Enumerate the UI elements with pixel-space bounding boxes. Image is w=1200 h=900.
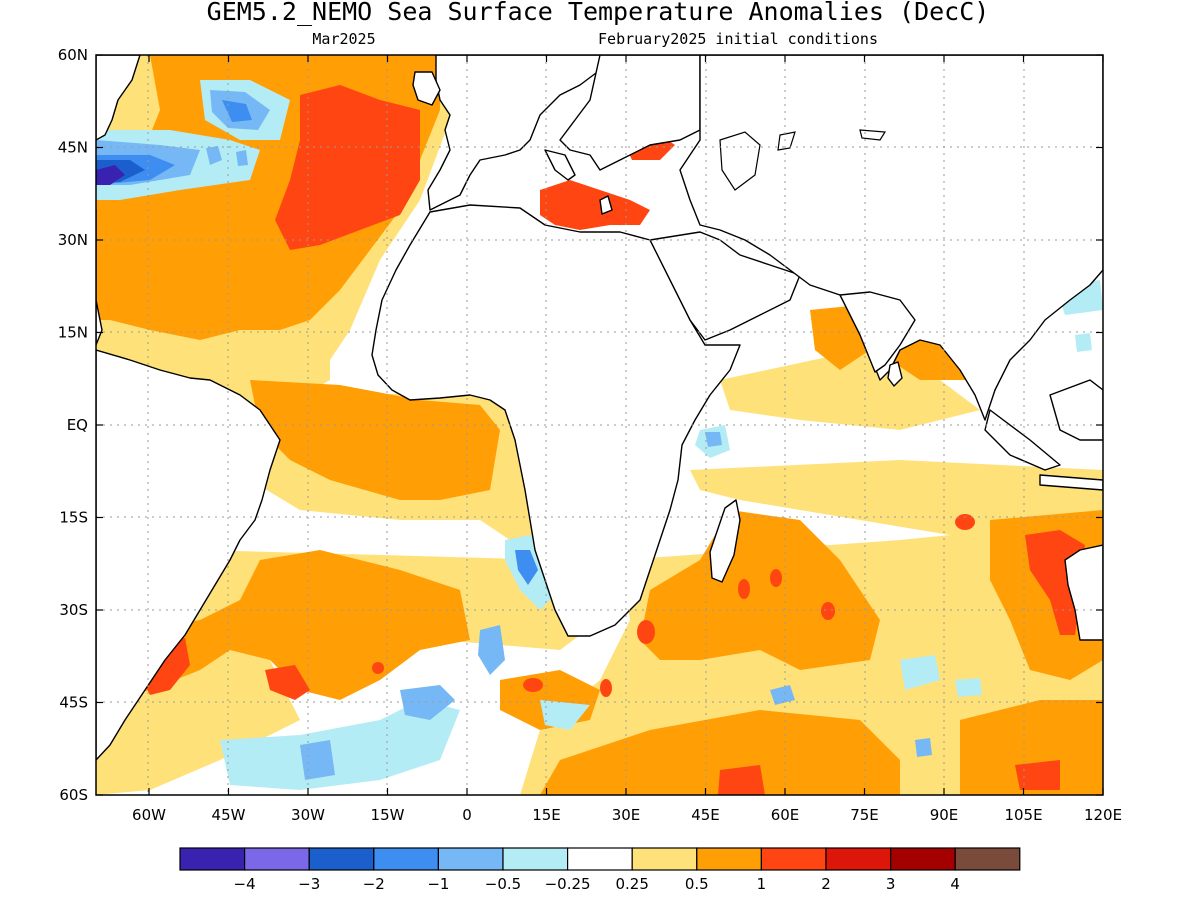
- colorbar-label: 1: [757, 875, 767, 893]
- lat-label: 60S: [59, 786, 88, 804]
- colorbar-label: −3: [298, 875, 320, 893]
- figure-title: GEM5.2_NEMO Sea Surface Temperature Anom…: [207, 0, 990, 26]
- colorbar-label: 0.5: [685, 875, 709, 893]
- forecast-month: Mar2025: [312, 30, 375, 48]
- colorbar-label: −1: [427, 875, 449, 893]
- lat-label: EQ: [67, 416, 88, 434]
- colorbar-swatch: [954, 847, 1021, 871]
- lat-label: 30N: [58, 231, 88, 249]
- colorbar-label: 2: [821, 875, 831, 893]
- lon-label: 15E: [532, 806, 561, 824]
- longitude-labels: 60W 45W 30W 15W 0 15E 30E 45E 60E 75E 90E 105E 120E: [132, 806, 1122, 824]
- map-panel: [96, 55, 1103, 795]
- inland-seas: [719, 129, 887, 191]
- anomaly-field: [96, 55, 1103, 795]
- axis-tick-marks: [96, 54, 1104, 796]
- colorbar-swatch: [566, 847, 633, 871]
- colorbar-swatch: [373, 847, 439, 871]
- lon-label: 15W: [371, 806, 405, 824]
- latitude-labels: 60N 45N 30N 15N EQ 15S 30S 45S 60S: [58, 46, 88, 804]
- lon-label: 30W: [291, 806, 325, 824]
- lon-label: 120E: [1084, 806, 1122, 824]
- colorbar-swatch: [760, 847, 827, 871]
- colorbar-label: −4: [234, 875, 256, 893]
- lon-label: 90E: [930, 806, 959, 824]
- colorbar-label: 3: [886, 875, 896, 893]
- graticule: [96, 55, 1103, 795]
- colorbar-label: −0.5: [485, 875, 521, 893]
- lat-label: 30S: [59, 601, 88, 619]
- colorbar-swatch: [825, 847, 892, 871]
- colorbar-label: 0.25: [615, 875, 648, 893]
- lat-label: 45N: [58, 139, 88, 157]
- colorbar-label: −2: [363, 875, 385, 893]
- lat-label: 15N: [58, 324, 88, 342]
- lon-label: 30E: [612, 806, 641, 824]
- lat-label: 45S: [59, 694, 88, 712]
- colorbar-swatch: [244, 847, 310, 871]
- lon-label: 75E: [850, 806, 879, 824]
- colorbar: [179, 847, 1021, 871]
- lon-label: 60W: [132, 806, 166, 824]
- colorbar-swatch: [631, 847, 698, 871]
- colorbar-swatch: [502, 847, 569, 871]
- colorbar-swatch: [437, 847, 504, 871]
- colorbar-labels: −4 −3 −2 −1 −0.5 −0.25 0.25 0.5 1 2 3 4: [234, 875, 960, 893]
- lon-label: 0: [462, 806, 472, 824]
- land-masses: [96, 55, 1103, 761]
- colorbar-swatch: [889, 847, 956, 871]
- colorbar-swatch: [179, 847, 246, 871]
- colorbar-swatch: [696, 847, 762, 871]
- initial-conditions-label: February2025 initial conditions: [598, 30, 878, 48]
- colorbar-label: −0.25: [545, 875, 591, 893]
- lat-label: 15S: [59, 509, 88, 527]
- lat-label: 60N: [58, 46, 88, 64]
- lon-label: 45W: [212, 806, 246, 824]
- lon-label: 105E: [1004, 806, 1042, 824]
- lon-label: 60E: [771, 806, 800, 824]
- colorbar-swatch: [308, 847, 375, 871]
- lon-label: 45E: [691, 806, 720, 824]
- colorbar-label: 4: [950, 875, 960, 893]
